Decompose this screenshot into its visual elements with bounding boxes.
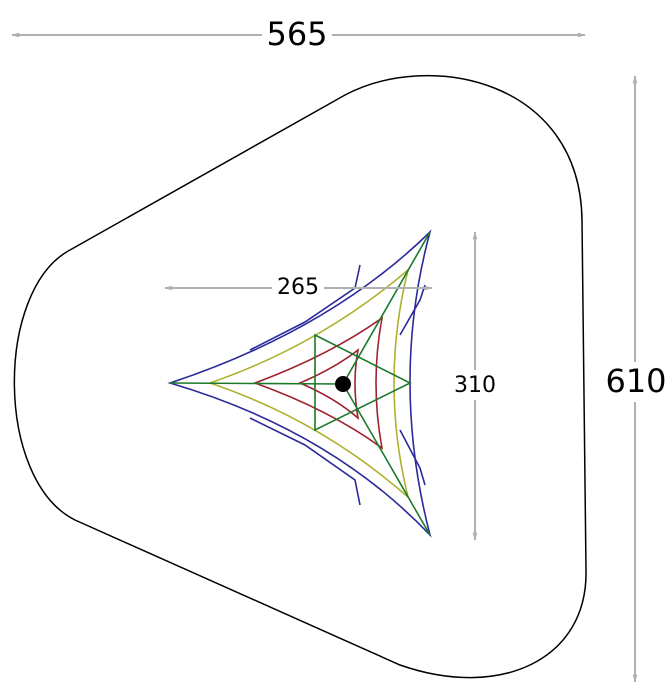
outer-outline [13,74,587,679]
dimension-label: 565 [266,15,327,53]
dimension-label: 265 [277,275,319,300]
dimension-label: 310 [454,373,496,398]
net [167,229,432,538]
dimension-label: 610 [605,362,666,400]
center-post [335,376,351,392]
